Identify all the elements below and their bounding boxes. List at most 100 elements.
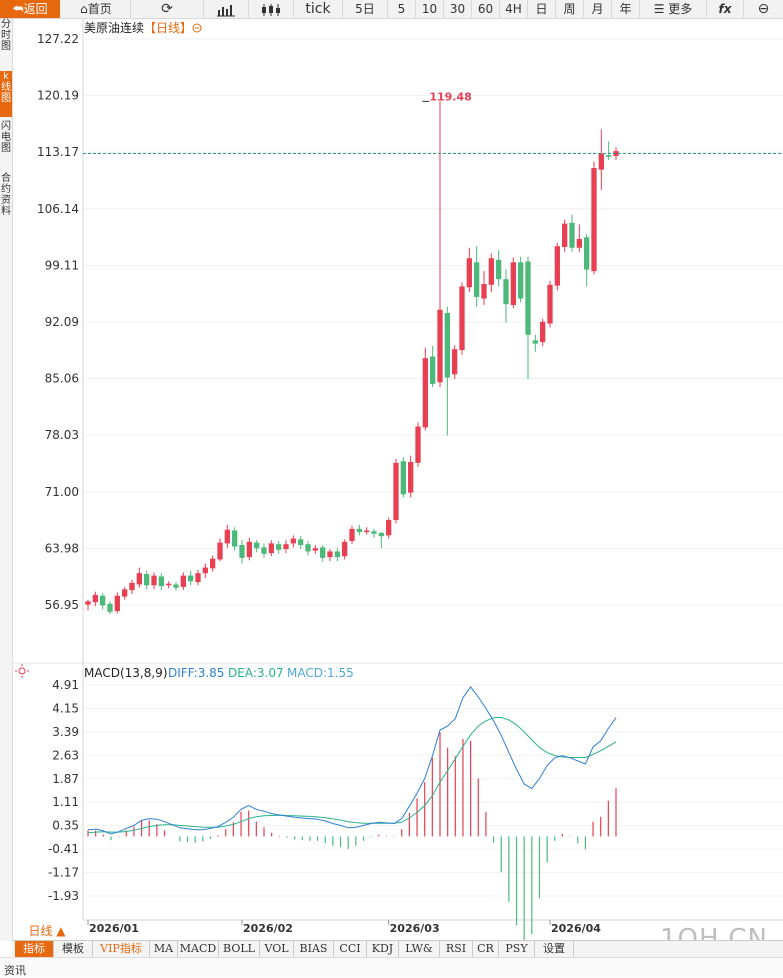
candle-body — [496, 259, 502, 280]
candle-body — [364, 530, 370, 533]
candle-body — [613, 151, 619, 156]
candle-body — [166, 583, 172, 586]
h4-button[interactable]: 4H — [500, 0, 528, 18]
back-arrow-icon: ⮪ — [12, 2, 24, 16]
candle-body — [444, 313, 450, 378]
menu-icon: ☰ — [653, 2, 669, 16]
macd-tick-label: 4.91 — [52, 678, 79, 692]
candle-body — [232, 530, 238, 547]
candle-body — [92, 594, 98, 603]
candle-body — [532, 340, 538, 344]
tab-vip-indicator[interactable]: VIP指标 — [93, 941, 150, 957]
back-button[interactable]: ⮪返回 — [0, 0, 60, 18]
formula-button[interactable]: fx — [707, 0, 744, 18]
candle-body — [371, 531, 377, 534]
chart-title: 美原油连续 — [84, 20, 144, 35]
footer-news[interactable]: 资讯 — [4, 964, 26, 977]
candle-body — [129, 582, 135, 591]
macd-diff: DIFF:3.85 — [168, 666, 224, 680]
candlestick-icon — [262, 3, 280, 16]
tab-vol[interactable]: VOL — [260, 941, 294, 957]
tab-cci[interactable]: CCI — [334, 941, 367, 957]
price-tick-label: 99.11 — [45, 258, 79, 272]
candle-body — [554, 246, 560, 286]
tick-button[interactable]: tick — [294, 0, 343, 18]
candle-body — [459, 286, 465, 351]
min10-button[interactable]: 10 — [416, 0, 444, 18]
sidebar: 分时图 k线图 闪电图 合约资料 — [0, 19, 13, 941]
candle-body — [320, 547, 326, 558]
sidebar-tab-contract-info[interactable]: 合约资料 — [1, 173, 11, 217]
min60-button[interactable]: 60 — [472, 0, 500, 18]
minus-circle-icon[interactable] — [192, 23, 202, 33]
price-tick-label: 56.95 — [45, 598, 79, 612]
candle-body — [510, 262, 516, 305]
candle-body — [136, 573, 142, 585]
candle-body — [122, 589, 128, 597]
indicator-bar: 指标 模板 VIP指标 MA MACD BOLL VOL BIAS CCI KD… — [12, 940, 783, 957]
macd-tick-label: -1.17 — [48, 866, 79, 880]
x-tick-label: 2026/01 — [89, 922, 139, 935]
refresh-button[interactable]: ⟳ — [131, 0, 204, 18]
zoom-out-button[interactable]: ⊖ — [744, 0, 783, 18]
sidebar-tab-kline[interactable]: k线图 — [0, 71, 12, 117]
tab-ma[interactable]: MA — [150, 941, 178, 957]
sidebar-tab-timeshare[interactable]: 分时图 — [1, 19, 11, 52]
tab-boll[interactable]: BOLL — [219, 941, 260, 957]
macd-tick-label: -0.41 — [48, 842, 79, 856]
x-tick-label: 2026/03 — [390, 922, 440, 935]
settings-sun-icon[interactable] — [15, 664, 29, 678]
year-button[interactable]: 年 — [612, 0, 640, 18]
candle-body — [276, 544, 282, 550]
home-icon: ⌂ — [80, 2, 88, 16]
chart-period: 【日线】 — [144, 21, 192, 35]
tab-kdj[interactable]: KDJ — [367, 941, 399, 957]
candle-body — [151, 575, 157, 586]
tab-cr[interactable]: CR — [473, 941, 499, 957]
tab-lw[interactable]: LW& — [399, 941, 440, 957]
macd-tick-label: -1.93 — [48, 889, 79, 903]
candle-body — [378, 532, 384, 537]
candle-body — [474, 262, 480, 297]
sidebar-tab-flash[interactable]: 闪电图 — [1, 121, 11, 154]
macd-value: MACD:1.55 — [287, 666, 354, 680]
price-tick-label: 127.22 — [37, 32, 79, 46]
candle-body — [415, 426, 421, 463]
month-button[interactable]: 月 — [584, 0, 612, 18]
candle-body — [452, 349, 458, 375]
candle-body — [158, 576, 164, 587]
zoom-out-icon: ⊖ — [757, 1, 770, 17]
candle-body — [114, 595, 120, 612]
candle-body — [217, 542, 223, 560]
candle-body — [576, 238, 582, 248]
candle-body — [283, 544, 289, 550]
candle-body — [422, 358, 428, 428]
min5-button[interactable]: 5 — [388, 0, 416, 18]
tab-template[interactable]: 模板 — [54, 941, 93, 957]
tab-indicator[interactable]: 指标 — [15, 941, 54, 957]
candle-body — [195, 573, 201, 583]
price-tick-label: 71.00 — [45, 485, 79, 499]
week-button[interactable]: 周 — [556, 0, 584, 18]
candle-body — [584, 237, 590, 270]
candle-body — [144, 573, 150, 586]
candle-body — [349, 528, 355, 541]
candle-body — [188, 575, 194, 582]
tab-settings[interactable]: 设置 — [535, 941, 574, 957]
candle-body — [173, 584, 179, 588]
candle-type-button[interactable] — [249, 0, 294, 18]
tab-macd[interactable]: MACD — [178, 941, 219, 957]
five-day-button[interactable]: 5日 — [343, 0, 388, 18]
tab-psy[interactable]: PSY — [499, 941, 535, 957]
home-button[interactable]: ⌂首页 — [62, 0, 131, 18]
candle-body — [386, 520, 392, 536]
more-button[interactable]: ☰ 更多 — [640, 0, 707, 18]
day-button[interactable]: 日 — [528, 0, 556, 18]
period-selector[interactable]: 日线 ▲ — [15, 922, 79, 940]
tab-rsi[interactable]: RSI — [440, 941, 473, 957]
chart-type-button[interactable] — [204, 0, 249, 18]
candle-body — [239, 544, 245, 558]
tab-bias[interactable]: BIAS — [294, 941, 334, 957]
min30-button[interactable]: 30 — [444, 0, 472, 18]
